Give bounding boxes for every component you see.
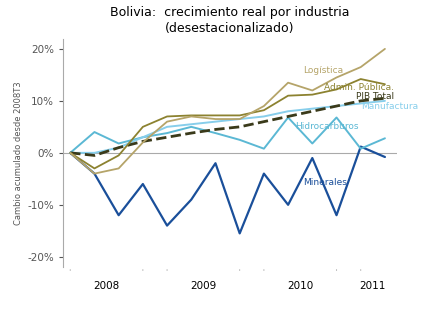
Text: 2009: 2009 bbox=[190, 281, 217, 291]
Text: 2008: 2008 bbox=[93, 281, 120, 291]
Y-axis label: Cambio acumulado desde 2008T3: Cambio acumulado desde 2008T3 bbox=[14, 81, 23, 225]
Text: 2011: 2011 bbox=[360, 281, 386, 291]
Text: Manufactura: Manufactura bbox=[361, 101, 418, 111]
Text: Hidrocarburos: Hidrocarburos bbox=[296, 122, 359, 131]
Text: Minerales: Minerales bbox=[303, 178, 346, 187]
Text: PIB Total: PIB Total bbox=[356, 92, 394, 101]
Text: Logística: Logística bbox=[303, 66, 343, 75]
Text: 2010: 2010 bbox=[287, 281, 313, 291]
Title: Bolivia:  crecimiento real por industria
(desestacionalizado): Bolivia: crecimiento real por industria … bbox=[110, 6, 350, 35]
Text: Admin. Pública.: Admin. Pública. bbox=[324, 83, 394, 92]
